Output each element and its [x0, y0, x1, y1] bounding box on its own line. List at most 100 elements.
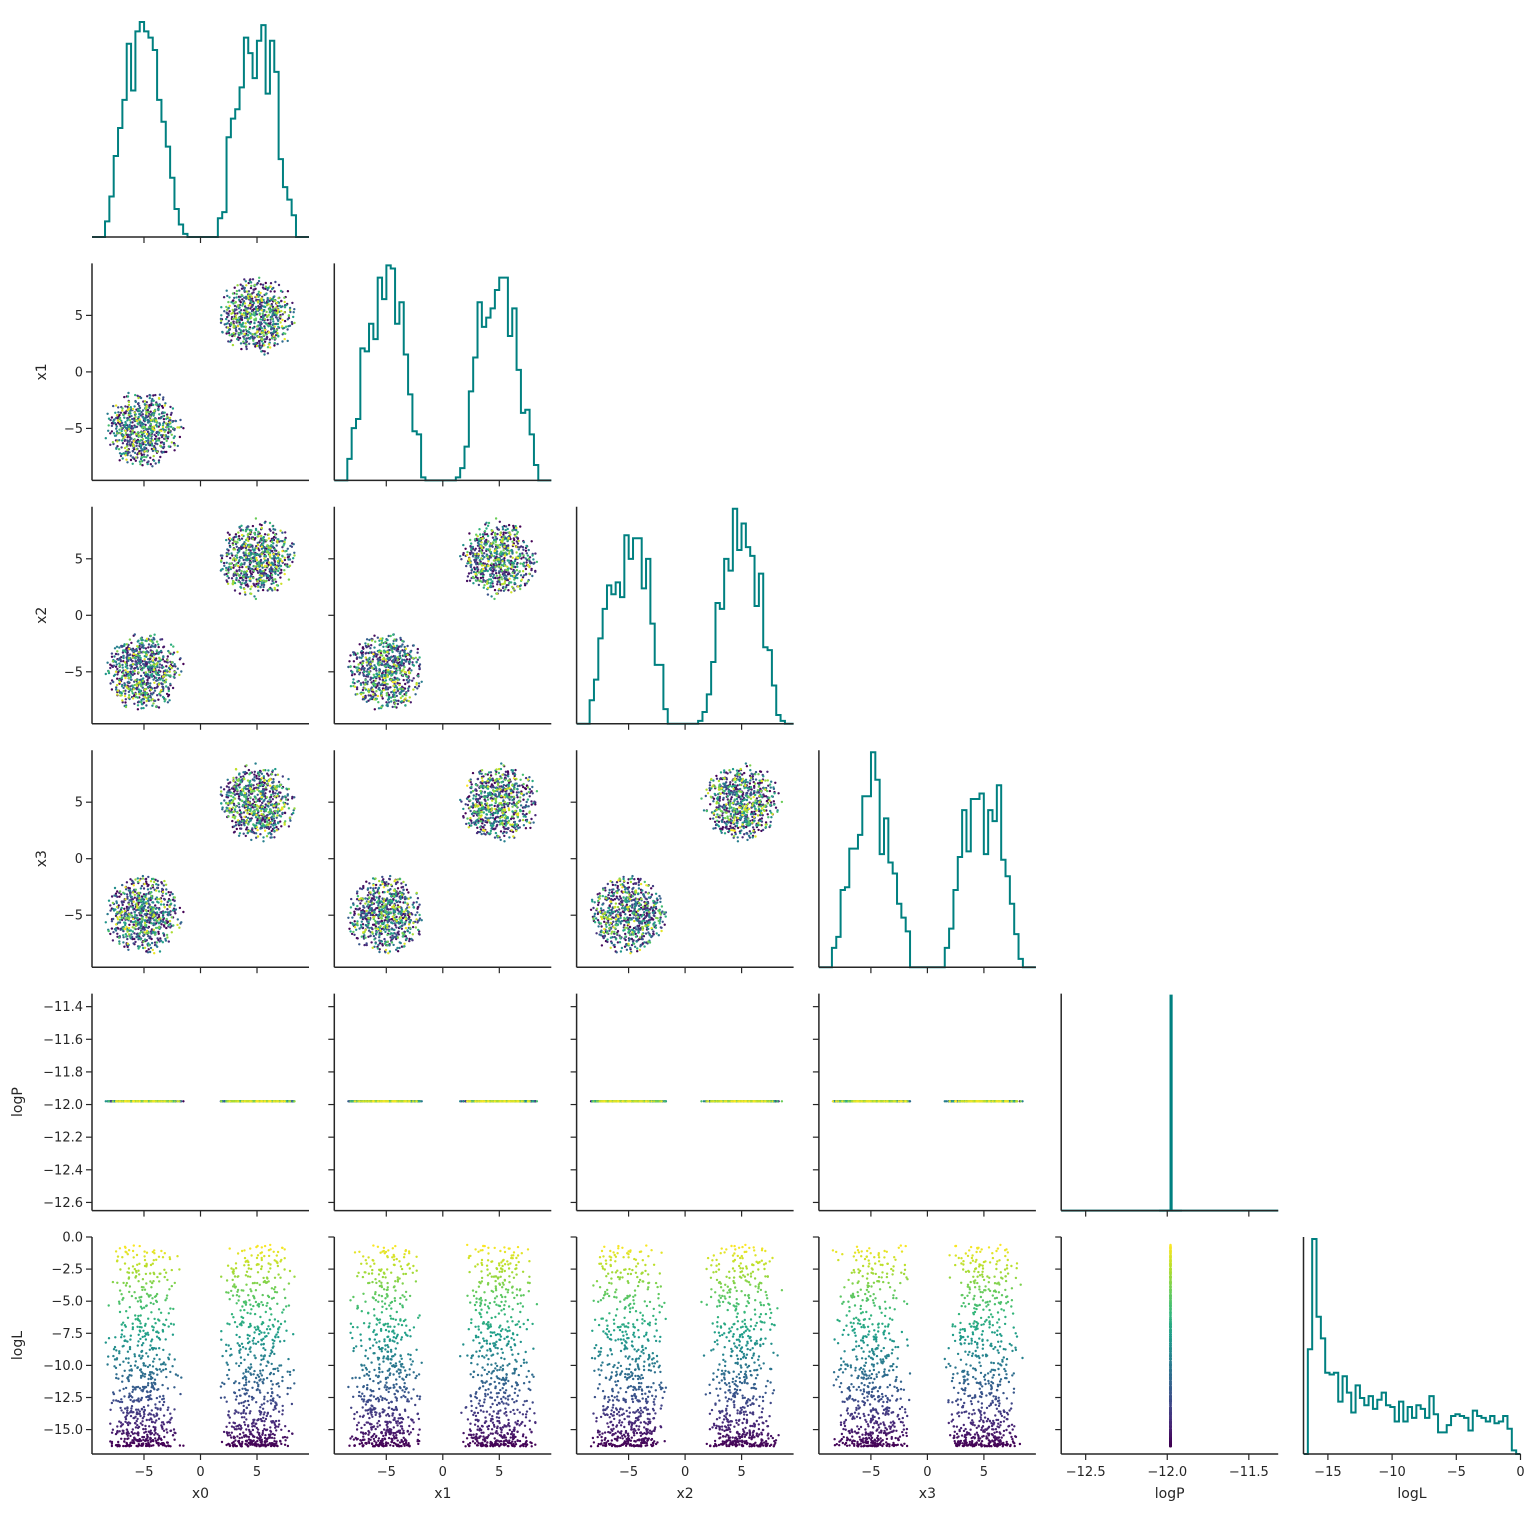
- point: [143, 682, 147, 686]
- point: [133, 896, 136, 899]
- point: [107, 670, 110, 673]
- point: [145, 639, 148, 643]
- point: [393, 695, 396, 699]
- point: [235, 569, 238, 572]
- point: [370, 686, 373, 689]
- point: [228, 304, 231, 308]
- point: [176, 650, 179, 654]
- point: [219, 793, 223, 796]
- point: [112, 420, 115, 423]
- point: [165, 926, 168, 930]
- point: [249, 312, 252, 316]
- point: [121, 666, 124, 669]
- point: [243, 286, 246, 290]
- point: [225, 289, 228, 292]
- point: [502, 549, 505, 552]
- point: [148, 396, 151, 400]
- point: [274, 578, 277, 581]
- point: [124, 420, 127, 424]
- point: [384, 659, 388, 662]
- point: [498, 587, 501, 591]
- point: [277, 573, 280, 577]
- point: [107, 417, 111, 420]
- point: [128, 425, 132, 428]
- point: [398, 683, 401, 687]
- point: [121, 409, 124, 412]
- point: [234, 564, 237, 567]
- point: [249, 303, 252, 307]
- point: [142, 928, 145, 931]
- point: [118, 459, 121, 462]
- point: [272, 335, 275, 338]
- point: [144, 436, 148, 440]
- point: [391, 661, 395, 664]
- point: [483, 569, 486, 573]
- point: [273, 325, 276, 328]
- point: [267, 343, 271, 346]
- point: [125, 881, 129, 884]
- point: [127, 657, 131, 660]
- point: [242, 335, 245, 338]
- point: [415, 683, 418, 686]
- point: [151, 659, 154, 662]
- point: [389, 656, 393, 659]
- point: [260, 545, 263, 548]
- point: [230, 321, 233, 325]
- point: [276, 554, 280, 557]
- point: [148, 660, 151, 664]
- point: [179, 657, 182, 660]
- point: [274, 580, 278, 583]
- point: [244, 593, 247, 596]
- point: [497, 565, 500, 568]
- point: [120, 893, 123, 896]
- point: [273, 342, 277, 345]
- point: [377, 657, 380, 661]
- point: [257, 530, 260, 534]
- point: [269, 282, 273, 285]
- point: [244, 328, 248, 331]
- point: [127, 440, 130, 443]
- point: [243, 278, 246, 281]
- point: [256, 580, 259, 583]
- point: [495, 592, 499, 595]
- point: [223, 564, 226, 567]
- point: [240, 537, 244, 540]
- point: [232, 323, 235, 326]
- point: [144, 443, 148, 447]
- point: [141, 438, 145, 441]
- point: [269, 563, 272, 567]
- point: [401, 639, 404, 643]
- point: [462, 543, 465, 547]
- point: [111, 422, 115, 425]
- point: [466, 550, 469, 554]
- point: [244, 325, 248, 328]
- point: [158, 423, 162, 426]
- point: [145, 450, 149, 453]
- point: [250, 529, 253, 532]
- point: [482, 533, 485, 537]
- point: [250, 300, 253, 304]
- point: [232, 536, 235, 539]
- point: [249, 332, 252, 335]
- point: [134, 653, 138, 657]
- point: [257, 335, 260, 339]
- point: [401, 673, 404, 677]
- point: [279, 529, 282, 532]
- point: [145, 432, 149, 436]
- point: [241, 298, 244, 301]
- point: [227, 340, 230, 343]
- point: [486, 524, 490, 527]
- point: [107, 429, 110, 432]
- point: [136, 678, 139, 681]
- point: [119, 432, 122, 435]
- point: [256, 330, 259, 333]
- point: [412, 664, 416, 667]
- point: [267, 561, 271, 564]
- point: [123, 661, 127, 664]
- point: [474, 553, 477, 556]
- point: [157, 683, 161, 686]
- point: [257, 777, 260, 780]
- point: [237, 531, 240, 534]
- point: [268, 568, 271, 571]
- point: [120, 429, 123, 433]
